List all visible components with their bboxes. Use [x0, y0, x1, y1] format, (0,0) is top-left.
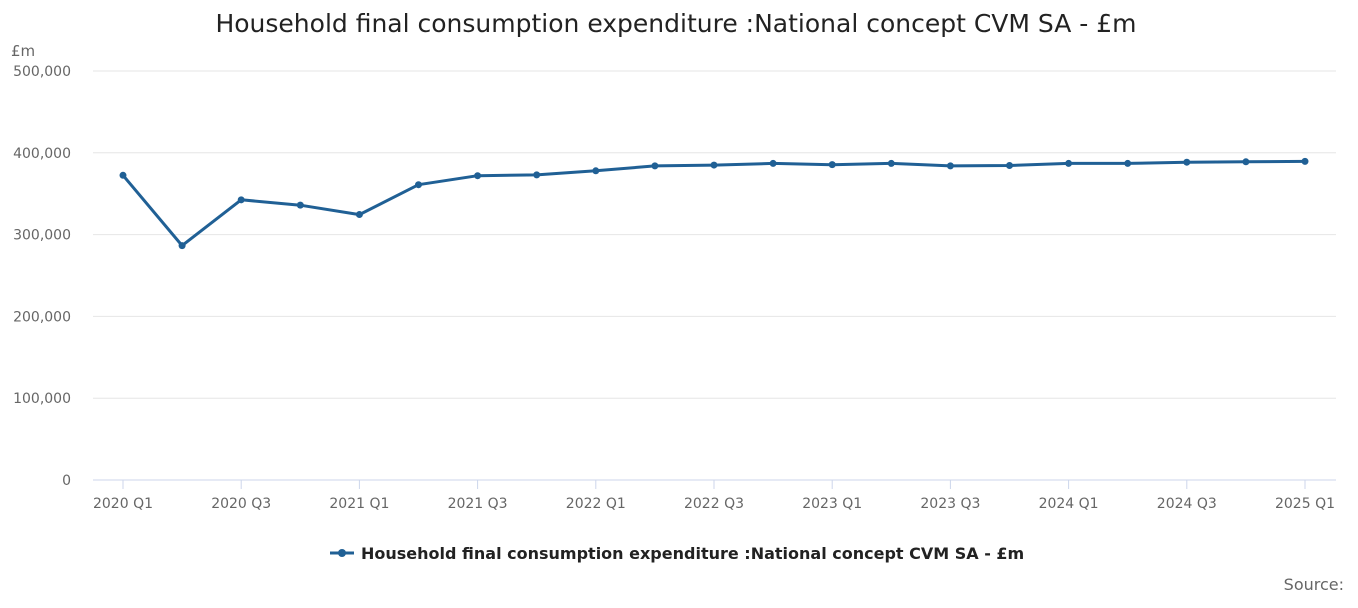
x-tick-label: 2021 Q3 [448, 496, 508, 512]
y-tick-label: 400,000 [13, 146, 71, 162]
x-tick-label: 2022 Q1 [566, 496, 626, 512]
data-point[interactable] [1006, 161, 1013, 169]
y-axis-tick-labels: 0 100,000 200,000 300,000 400,000 500,000 [13, 64, 71, 489]
x-tick-label: 2024 Q1 [1039, 496, 1099, 512]
legend-point-marker [338, 549, 346, 557]
x-tick-label: 2023 Q1 [802, 496, 862, 512]
x-tick-label: 2022 Q3 [684, 496, 744, 512]
y-tick-label: 0 [62, 473, 71, 489]
data-point[interactable] [1065, 159, 1073, 167]
x-axis: 2020 Q1 2020 Q3 2021 Q1 2021 Q3 2022 Q1 2022 … [93, 479, 1336, 512]
legend-label[interactable]: Household final consumption expenditure … [361, 544, 1024, 563]
data-point[interactable] [178, 242, 186, 250]
data-point[interactable] [1301, 157, 1309, 165]
y-tick-label: 200,000 [13, 309, 71, 325]
grid-lines [93, 70, 1336, 399]
y-tick-label: 300,000 [13, 228, 71, 244]
x-tick-label: 2023 Q3 [920, 496, 980, 512]
data-point[interactable] [1183, 158, 1191, 166]
data-point[interactable] [415, 181, 422, 189]
chart-title: Household final consumption expenditure … [215, 9, 1136, 38]
data-point[interactable] [533, 171, 541, 179]
data-point[interactable] [828, 161, 836, 169]
x-tick-label: 2025 Q1 [1275, 496, 1335, 512]
data-point[interactable] [296, 201, 304, 209]
data-point[interactable] [651, 162, 659, 170]
data-point[interactable] [237, 196, 245, 204]
data-point[interactable] [710, 161, 718, 169]
source-label: Source: [1284, 575, 1344, 594]
data-series[interactable] [119, 157, 1309, 250]
x-tick-label: 2024 Q3 [1157, 496, 1217, 512]
legend[interactable]: Household final consumption expenditure … [330, 544, 1024, 563]
x-tick-label: 2020 Q1 [93, 496, 153, 512]
data-point[interactable] [1124, 159, 1132, 167]
y-axis-unit-label: £m [11, 42, 35, 60]
data-point[interactable] [119, 171, 127, 179]
data-point[interactable] [887, 159, 895, 167]
data-point[interactable] [769, 159, 777, 167]
x-tick-label: 2020 Q3 [211, 496, 271, 512]
x-tick-label: 2021 Q1 [329, 496, 389, 512]
data-point[interactable] [946, 162, 954, 170]
data-point[interactable] [1242, 158, 1250, 166]
data-point[interactable] [355, 211, 363, 219]
data-point[interactable] [592, 167, 600, 175]
data-point[interactable] [474, 172, 482, 180]
y-tick-label: 100,000 [13, 391, 71, 407]
y-tick-label: 500,000 [13, 64, 71, 80]
